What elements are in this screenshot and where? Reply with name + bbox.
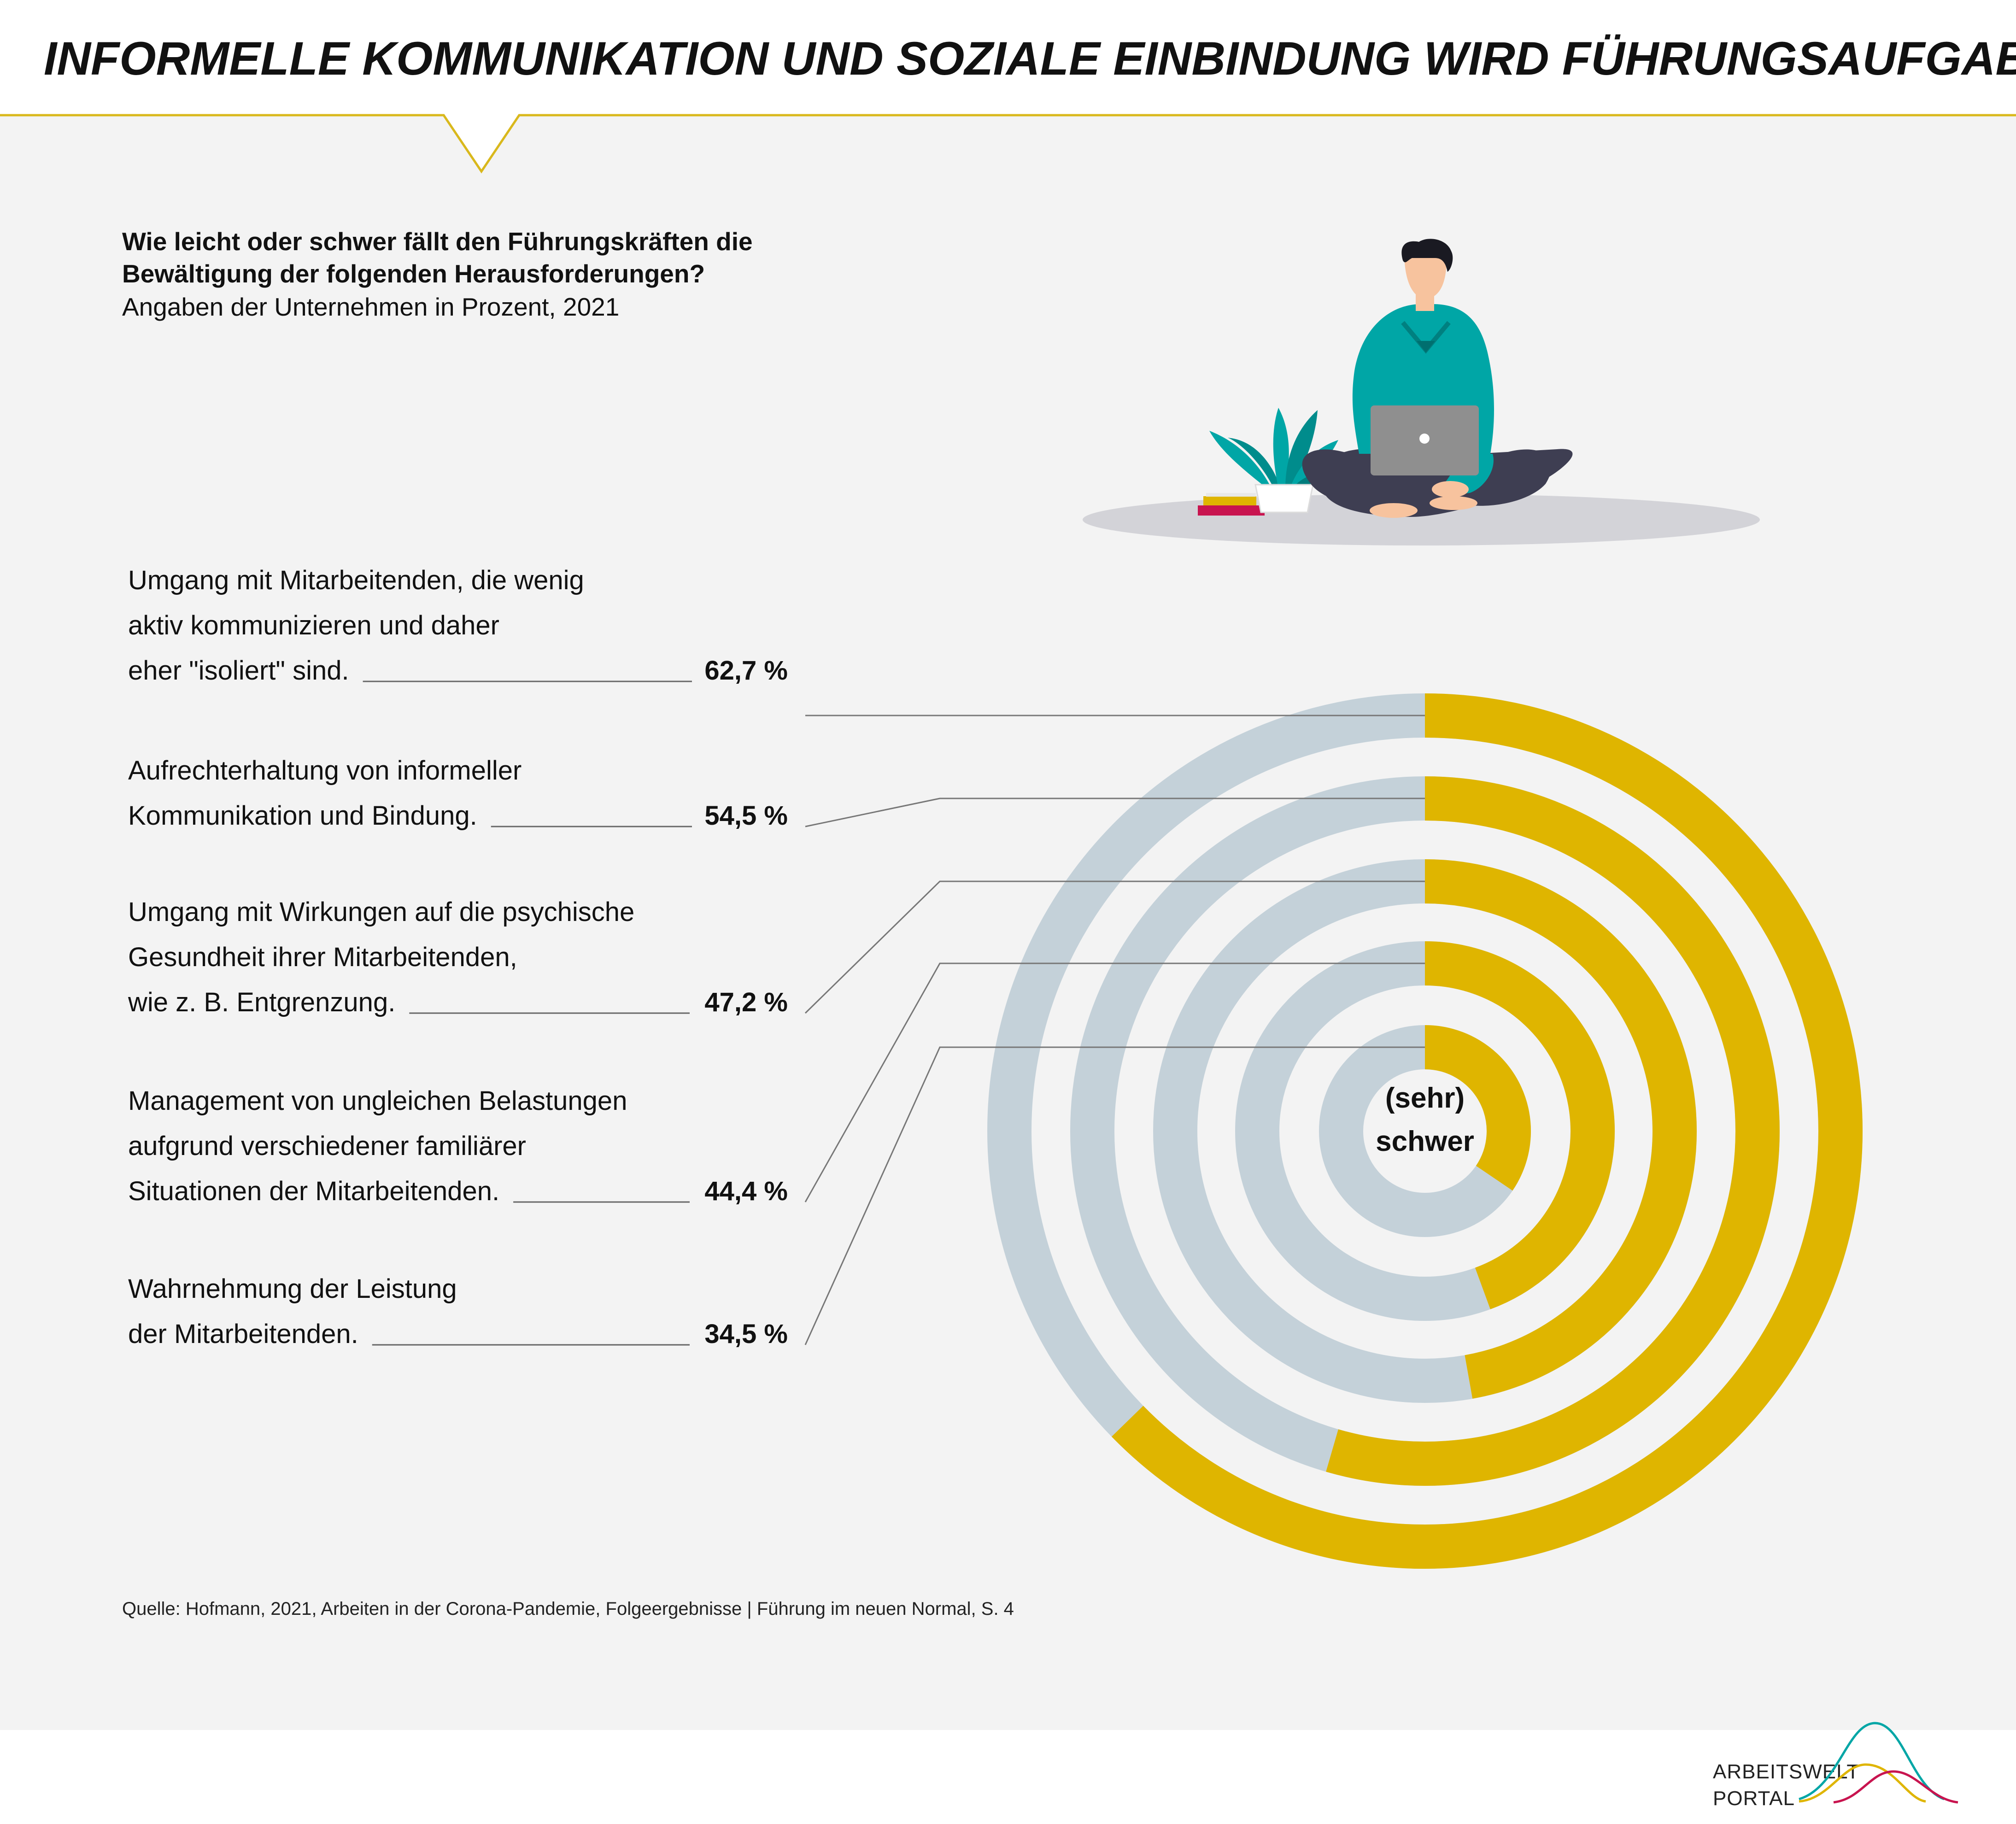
ring-value-arc-3 [1424,859,1697,1399]
ring-value-arc-2 [1326,776,1780,1486]
footer-background [0,1730,2016,1824]
header-notch [444,114,519,171]
header-background [0,0,2016,115]
item-3-label-line-1: Umgang mit Wirkungen auf die psychische [128,897,634,927]
logo-curve-yellow [1799,1763,1926,1803]
logo-curve-teal [1799,1722,1945,1801]
item-1-label-line-3: eher "isoliert" sind. [128,656,349,686]
logo-curve-red [1833,1770,1958,1804]
person-hand [1432,481,1469,498]
source-note: Quelle: Hofmann, 2021, Arbeiten in der C… [122,1599,1014,1619]
logo-text-line-2: PORTAL [1713,1787,1795,1810]
chart-subtitle: Angaben der Unternehmen in Prozent, 2021 [122,293,619,321]
chart-labels: Umgang mit Mitarbeitenden, die wenig akti… [128,565,1425,1349]
logo-text-line-1: ARBEITSWELT [1713,1760,1859,1783]
book-pages [1206,493,1256,497]
person-foot [1370,503,1418,518]
item-1-value-label: 62,7 % [704,656,788,686]
header-divider-line [0,114,2016,174]
item-3-label-line-2: Gesundheit ihrer Mitarbeitenden, [128,942,517,972]
item-2-leader-line [805,798,1425,827]
item-1-label-line-2: aktiv kommunizieren und daher [128,610,499,640]
item-4-leader-line [804,962,1425,1202]
ring-value-arc-5 [1424,1025,1531,1191]
item-4-label-line-1: Management von ungleichen Belastungen [128,1086,627,1116]
item-5-label-line-2: der Mitarbeitenden. [128,1319,358,1349]
item-2-label-line-1: Aufrechterhaltung von informeller [128,756,522,786]
item-2-value-label: 54,5 % [704,801,788,831]
book-icon [1203,496,1256,505]
item-2-label-line-2: Kommunikation und Bindung. [128,801,477,831]
person-leg-left [1302,449,1414,506]
hoodie-vneck [1417,341,1435,352]
person-hair [1401,239,1453,272]
arbeitswelt-portal-logo: ARBEITSWELT PORTAL [1713,1722,1958,1810]
item-5-leader-line [804,1046,1425,1345]
laptop-logo [1419,434,1430,444]
person-with-laptop-illustration [1083,239,1760,545]
item-1-label-line-1: Umgang mit Mitarbeitenden, die wenig [128,565,584,595]
person-foot [1430,496,1477,510]
item-4-label-line-2: aufgrund verschiedener familiärer [128,1131,526,1161]
ring-value-arc-1 [1111,693,1863,1569]
item-3-label-line-3: wie z. B. Entgrenzung. [128,987,395,1017]
item-5-value-label: 34,5 % [704,1319,788,1349]
question-line-1: Wie leicht oder schwer fällt den Führung… [122,227,753,256]
item-4-value-label: 44,4 % [704,1176,788,1206]
item-3-leader-line [804,880,1425,1014]
page-title: INFORMELLE KOMMUNIKATION UND SOZIALE EIN… [44,32,2016,85]
ring-value-arc-4 [1424,941,1615,1309]
item-5-label-line-1: Wahrnehmung der Leistung [128,1274,457,1304]
center-label-line-2: schwer [1376,1126,1474,1157]
item-4-label-line-3: Situationen der Mitarbeitenden. [128,1176,499,1206]
book-icon [1198,505,1265,516]
question-line-2: Bewältigung der folgenden Herausforderun… [122,259,705,288]
center-label-line-1: (sehr) [1385,1082,1465,1114]
item-3-value-label: 47,2 % [704,987,788,1017]
